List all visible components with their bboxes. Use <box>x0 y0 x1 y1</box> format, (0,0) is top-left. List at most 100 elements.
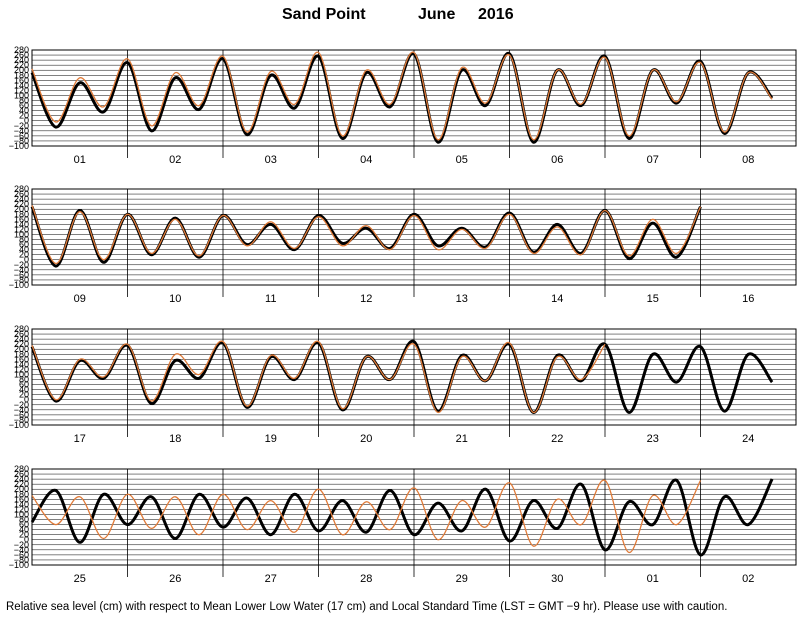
y-tick-label: 220 <box>14 339 29 349</box>
y-tick-label: 260 <box>14 50 29 60</box>
y-tick-label: 80 <box>19 375 29 385</box>
day-label: 14 <box>551 293 563 305</box>
y-tick-label: −100 <box>9 280 29 290</box>
y-tick-label: 260 <box>14 189 29 199</box>
y-tick-label: 260 <box>14 469 29 479</box>
y-tick-label: 60 <box>19 101 29 111</box>
y-tick-label: 160 <box>14 354 29 364</box>
y-tick-label: 0 <box>24 395 29 405</box>
y-tick-label: 160 <box>14 494 29 504</box>
y-tick-label: 160 <box>14 75 29 85</box>
observed-tide-line <box>31 205 702 265</box>
y-tick-label: −80 <box>14 415 29 425</box>
panel-frame <box>31 328 797 426</box>
y-tick-label: 120 <box>14 224 29 234</box>
y-tick-label: 280 <box>14 184 29 194</box>
y-tick-label: 20 <box>19 530 29 540</box>
y-tick-label: 0 <box>24 116 29 126</box>
day-label: 10 <box>169 293 181 305</box>
y-tick-label: −80 <box>14 275 29 285</box>
day-label: 17 <box>74 433 86 445</box>
y-tick-label: 120 <box>14 504 29 514</box>
y-tick-label: −60 <box>14 550 29 560</box>
day-label: 28 <box>360 573 372 585</box>
observed-tide-line <box>31 479 702 554</box>
y-tick-label: −20 <box>14 400 29 410</box>
y-tick-label: 80 <box>19 515 29 525</box>
y-tick-label: 80 <box>19 235 29 245</box>
y-tick-label: 60 <box>19 380 29 390</box>
day-label: 13 <box>456 293 468 305</box>
y-tick-label: 120 <box>14 364 29 374</box>
day-label: 01 <box>647 573 659 585</box>
y-tick-label: 140 <box>14 359 29 369</box>
y-tick-label: 240 <box>14 334 29 344</box>
day-label: 03 <box>265 154 277 166</box>
y-tick-label: 200 <box>14 204 29 214</box>
observed-tide-line <box>31 51 773 141</box>
y-tick-label: 280 <box>14 324 29 334</box>
day-label: 12 <box>360 293 372 305</box>
day-label: 11 <box>265 293 276 305</box>
day-label: 05 <box>456 154 468 166</box>
day-label: 04 <box>360 154 372 166</box>
y-tick-label: −60 <box>14 410 29 420</box>
y-tick-label: 120 <box>14 85 29 95</box>
day-label: 06 <box>551 154 563 166</box>
y-tick-label: 240 <box>14 55 29 65</box>
day-label: 07 <box>647 154 659 166</box>
y-tick-label: 180 <box>14 349 29 359</box>
day-label: 26 <box>169 573 181 585</box>
y-tick-label: −40 <box>14 405 29 415</box>
y-tick-label: 40 <box>19 385 29 395</box>
y-tick-label: 180 <box>14 70 29 80</box>
predicted-tide-line <box>30 52 774 144</box>
y-tick-label: 20 <box>19 111 29 121</box>
y-tick-label: 80 <box>19 96 29 106</box>
y-tick-label: −40 <box>14 126 29 136</box>
chart-title-year: 2016 <box>478 6 514 23</box>
y-tick-label: −40 <box>14 545 29 555</box>
y-tick-label: −100 <box>9 560 29 570</box>
y-tick-label: 20 <box>19 390 29 400</box>
y-tick-label: 280 <box>14 45 29 55</box>
y-tick-label: 240 <box>14 194 29 204</box>
y-tick-label: 240 <box>14 474 29 484</box>
y-tick-label: −80 <box>14 136 29 146</box>
y-tick-label: 280 <box>14 464 29 474</box>
chart-title-station: Sand Point <box>282 6 366 23</box>
y-tick-label: 140 <box>14 499 29 509</box>
day-label: 29 <box>456 573 468 585</box>
day-label: 01 <box>74 154 86 166</box>
day-label: 08 <box>742 154 754 166</box>
y-tick-label: −20 <box>14 540 29 550</box>
y-tick-label: 100 <box>14 229 29 239</box>
y-tick-label: 100 <box>14 369 29 379</box>
day-label: 25 <box>74 573 86 585</box>
y-tick-label: −60 <box>14 270 29 280</box>
day-label: 09 <box>74 293 86 305</box>
day-label: 21 <box>456 433 468 445</box>
y-tick-label: 140 <box>14 219 29 229</box>
chart-caption: Relative sea level (cm) with respect to … <box>6 601 728 613</box>
day-label: 15 <box>647 293 659 305</box>
y-tick-label: 40 <box>19 245 29 255</box>
observed-tide-line <box>31 340 606 414</box>
day-label: 02 <box>169 154 181 166</box>
y-tick-label: 40 <box>19 525 29 535</box>
day-label: 23 <box>647 433 659 445</box>
day-label: 24 <box>742 433 754 445</box>
y-tick-label: −40 <box>14 265 29 275</box>
y-tick-label: −80 <box>14 555 29 565</box>
y-tick-label: 0 <box>24 255 29 265</box>
panel-frame <box>31 49 797 147</box>
y-tick-label: 140 <box>14 80 29 90</box>
y-tick-label: 160 <box>14 214 29 224</box>
y-tick-label: 220 <box>14 199 29 209</box>
y-tick-label: 0 <box>24 535 29 545</box>
y-tick-label: 40 <box>19 106 29 116</box>
y-tick-label: 60 <box>19 520 29 530</box>
y-tick-label: 100 <box>14 90 29 100</box>
y-tick-label: 220 <box>14 479 29 489</box>
y-tick-label: 220 <box>14 60 29 70</box>
